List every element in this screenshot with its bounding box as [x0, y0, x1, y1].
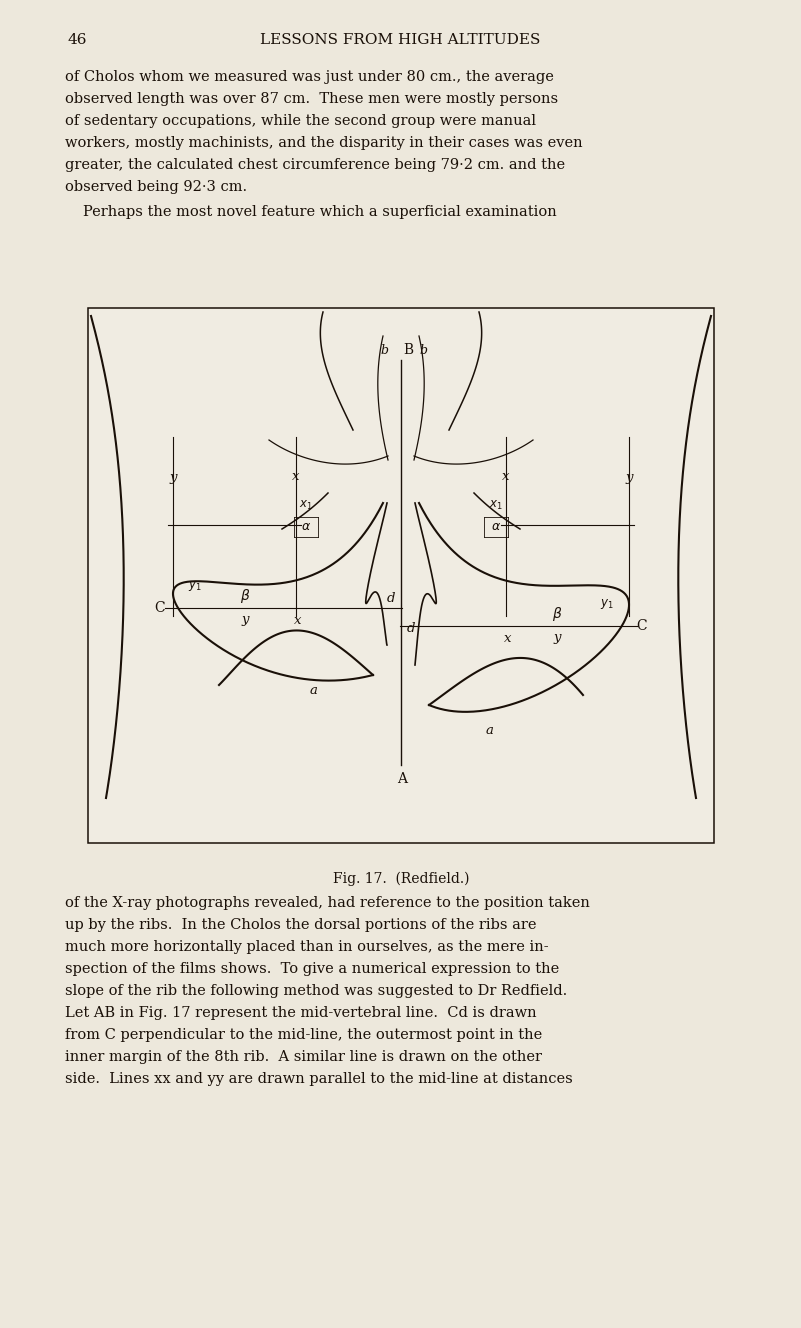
Text: C: C — [155, 602, 165, 615]
Text: Let AB in Fig. 17 represent the mid-vertebral line.  Cd is drawn: Let AB in Fig. 17 represent the mid-vert… — [65, 1007, 537, 1020]
Text: Perhaps the most novel feature which a superficial examination: Perhaps the most novel feature which a s… — [83, 205, 557, 219]
Text: spection of the films shows.  To give a numerical expression to the: spection of the films shows. To give a n… — [65, 961, 559, 976]
Text: up by the ribs.  In the Cholos the dorsal portions of the ribs are: up by the ribs. In the Cholos the dorsal… — [65, 918, 537, 932]
Text: $\beta$: $\beta$ — [552, 606, 562, 623]
Text: LESSONS FROM HIGH ALTITUDES: LESSONS FROM HIGH ALTITUDES — [260, 33, 540, 46]
Text: 46: 46 — [67, 33, 87, 46]
Text: d: d — [387, 591, 395, 604]
Text: inner margin of the 8th rib.  A similar line is drawn on the other: inner margin of the 8th rib. A similar l… — [65, 1050, 542, 1064]
Text: y: y — [553, 632, 561, 644]
Bar — [88, 308, 714, 843]
Text: of Cholos whom we measured was just under 80 cm., the average: of Cholos whom we measured was just unde… — [65, 70, 553, 84]
Text: $x_1$: $x_1$ — [489, 498, 503, 511]
Text: A: A — [397, 772, 407, 786]
Text: Fig. 17.  (Redfield.): Fig. 17. (Redfield.) — [332, 872, 469, 886]
Text: x: x — [505, 632, 512, 644]
Text: greater, the calculated chest circumference being 79·2 cm. and the: greater, the calculated chest circumfere… — [65, 158, 566, 173]
Text: $\beta$: $\beta$ — [239, 587, 250, 606]
Text: much more horizontally placed than in ourselves, as the mere in-: much more horizontally placed than in ou… — [65, 940, 549, 954]
Text: $x_1$: $x_1$ — [299, 498, 313, 511]
Text: x: x — [294, 614, 302, 627]
Text: x: x — [502, 470, 509, 483]
Text: y: y — [241, 614, 249, 627]
Text: observed length was over 87 cm.  These men were mostly persons: observed length was over 87 cm. These me… — [65, 92, 558, 106]
Text: of sedentary occupations, while the second group were manual: of sedentary occupations, while the seco… — [65, 114, 536, 127]
Text: B: B — [403, 343, 413, 357]
Text: b: b — [419, 344, 427, 356]
Text: a: a — [309, 684, 317, 697]
Text: C: C — [637, 619, 647, 633]
Text: x: x — [292, 470, 300, 483]
Text: $\alpha$: $\alpha$ — [301, 519, 311, 533]
Text: $y_1$: $y_1$ — [600, 598, 614, 611]
Text: d: d — [407, 622, 415, 635]
Text: a: a — [485, 725, 493, 737]
Text: b: b — [380, 344, 388, 356]
Text: observed being 92·3 cm.: observed being 92·3 cm. — [65, 181, 248, 194]
Text: workers, mostly machinists, and the disparity in their cases was even: workers, mostly machinists, and the disp… — [65, 135, 582, 150]
Text: y: y — [169, 470, 177, 483]
Text: y: y — [626, 470, 633, 483]
Text: slope of the rib the following method was suggested to Dr Redfield.: slope of the rib the following method wa… — [65, 984, 567, 999]
Text: $\alpha$: $\alpha$ — [491, 519, 501, 533]
Text: from C perpendicular to the mid-line, the outermost point in the: from C perpendicular to the mid-line, th… — [65, 1028, 542, 1042]
Text: $y_1$: $y_1$ — [188, 579, 202, 594]
Text: side.  Lines xx and yy are drawn parallel to the mid-line at distances: side. Lines xx and yy are drawn parallel… — [65, 1072, 573, 1086]
Text: of the X-ray photographs revealed, had reference to the position taken: of the X-ray photographs revealed, had r… — [65, 896, 590, 910]
